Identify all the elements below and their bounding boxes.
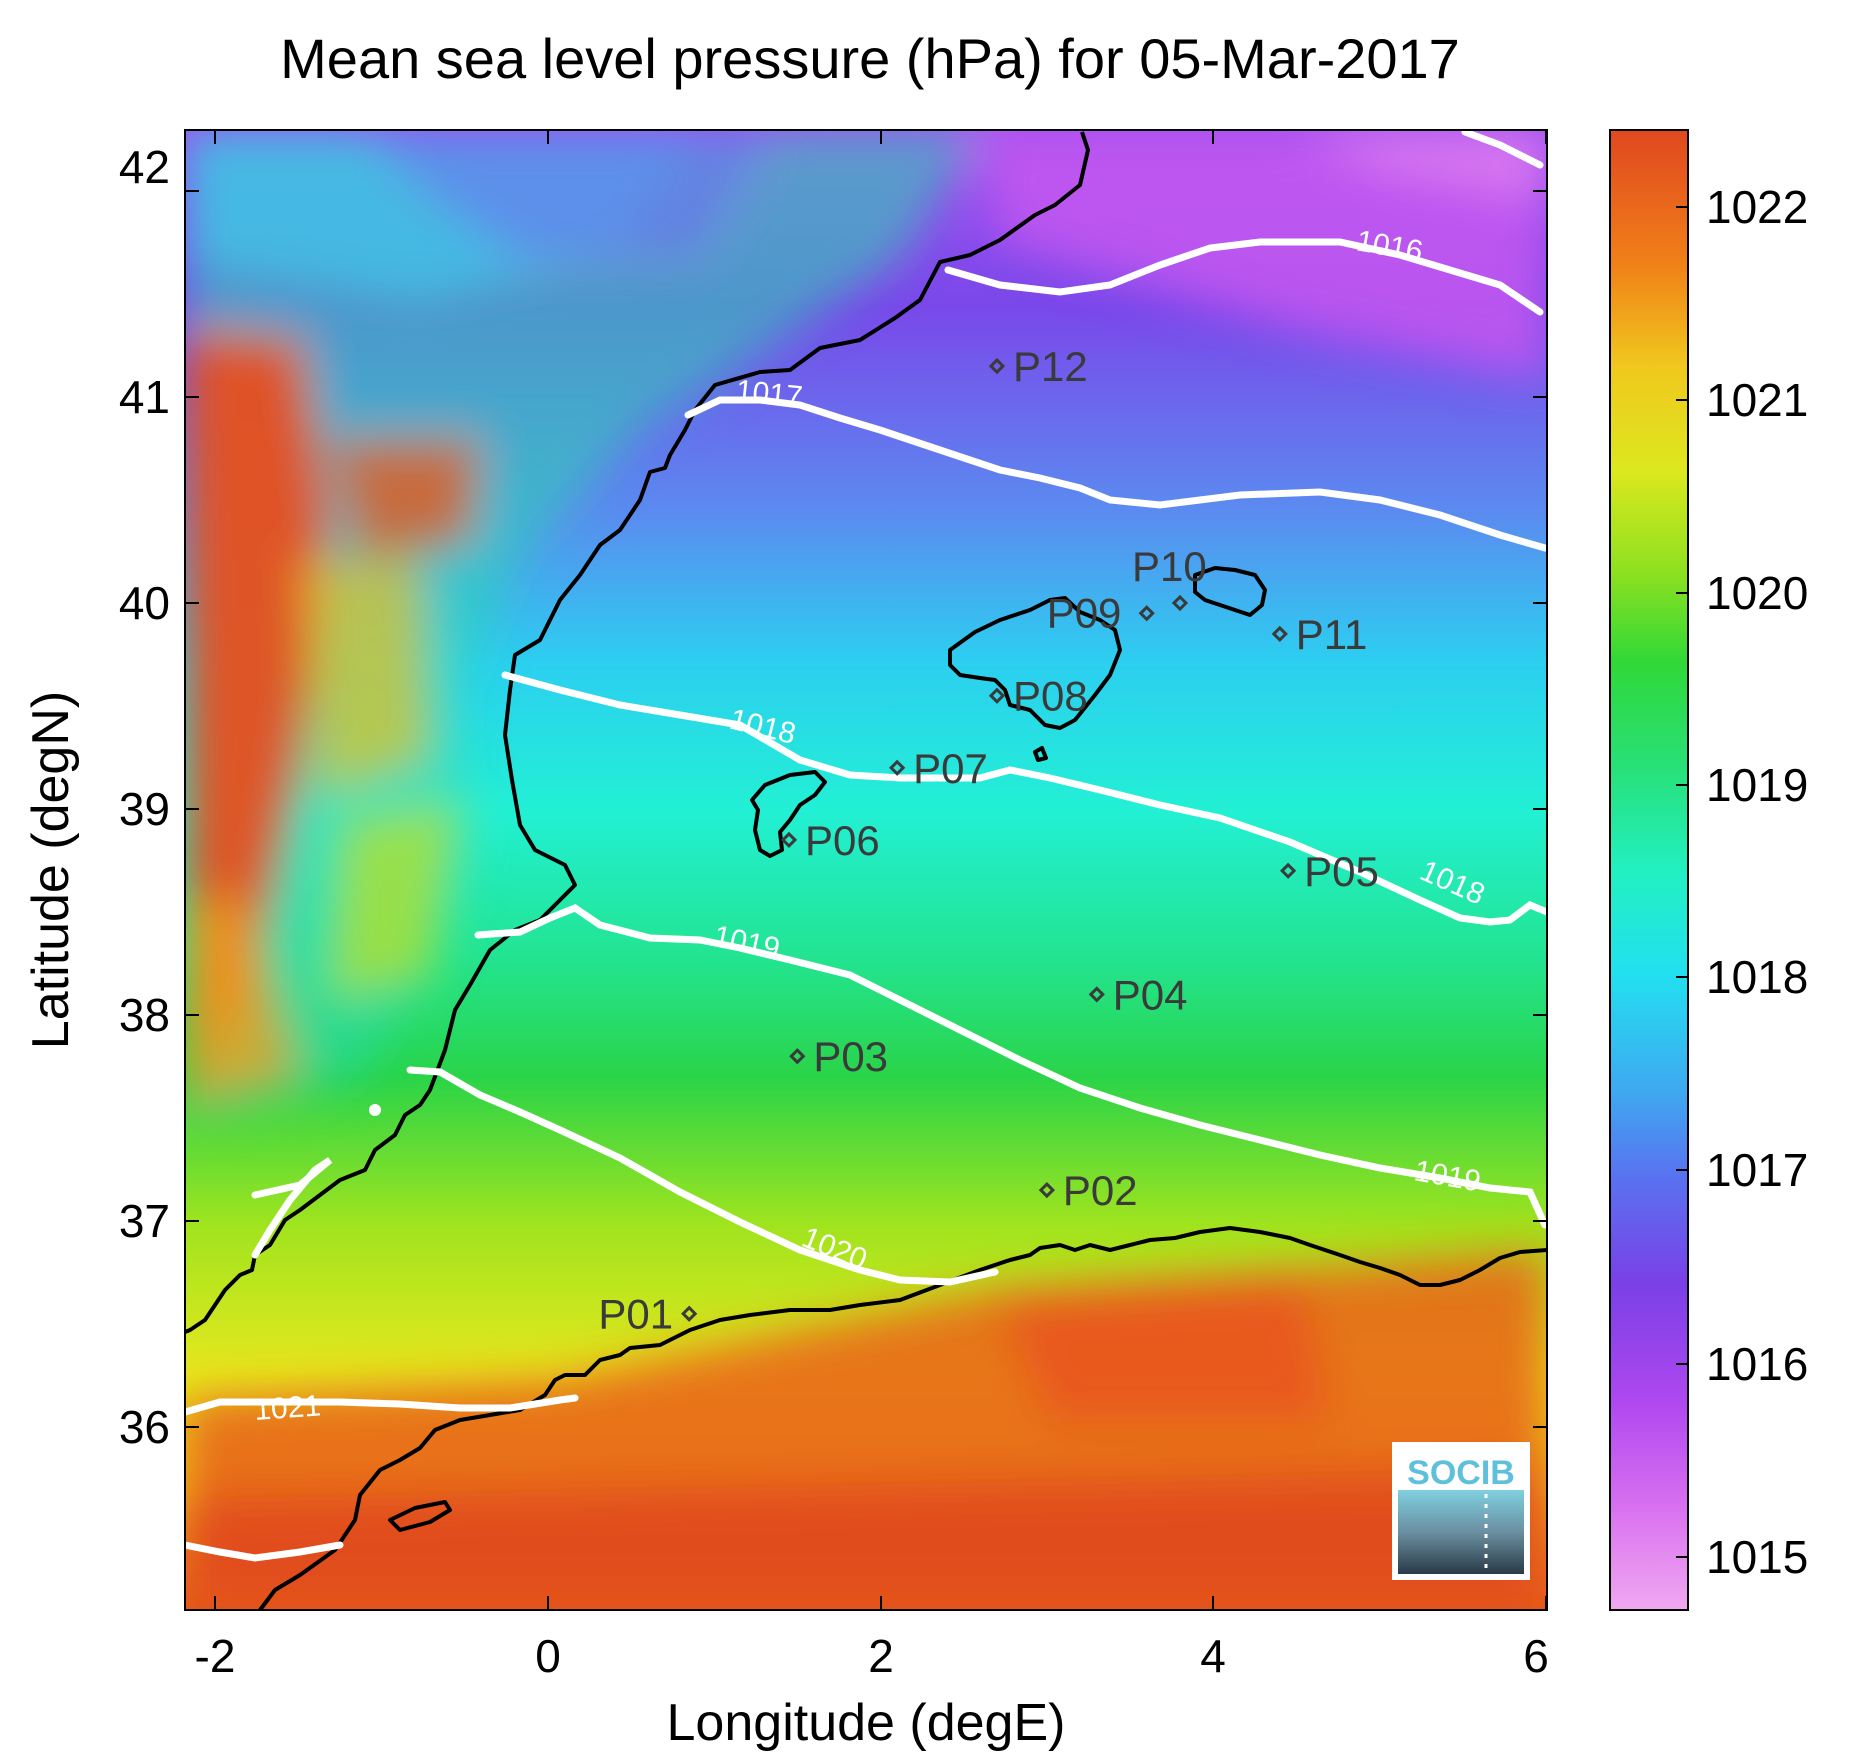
colorbar-tick-label: 1019 xyxy=(1706,759,1808,811)
socib-logo-text: SOCIB xyxy=(1407,1454,1515,1492)
y-tick-label: 37 xyxy=(119,1195,170,1247)
station-label-p09: P09 xyxy=(1047,589,1122,636)
coast-iberia xyxy=(185,131,1090,1334)
colorbar-tick-label: 1017 xyxy=(1706,1144,1808,1196)
station-marker-p02 xyxy=(1038,1181,1055,1199)
station-marker-p03 xyxy=(789,1048,806,1065)
contours xyxy=(185,130,1547,1562)
station-marker-p12 xyxy=(988,357,1006,375)
colorbar-tick-label: 1015 xyxy=(1706,1531,1808,1583)
station-label-p02: P02 xyxy=(1063,1167,1138,1214)
station-marker-p10 xyxy=(1171,594,1189,612)
colorbar-tick-label: 1016 xyxy=(1706,1338,1808,1390)
contour-label-1017: 1017 xyxy=(734,374,804,414)
station-marker-p08 xyxy=(988,687,1006,704)
island-alboran xyxy=(388,1500,452,1532)
colorbar-tick-label: 1021 xyxy=(1706,374,1808,426)
x-tick-label: -2 xyxy=(195,1630,236,1682)
station-marker-p05 xyxy=(1279,862,1297,879)
station-marker-p01 xyxy=(681,1305,698,1322)
x-tick-label: 0 xyxy=(535,1630,561,1682)
station-marker-p06 xyxy=(780,831,798,849)
station-label-p01: P01 xyxy=(598,1291,673,1338)
y-tick-label: 42 xyxy=(119,141,170,193)
contour-1019 xyxy=(474,904,1547,1229)
x-tick-label: 6 xyxy=(1523,1630,1549,1682)
y-tick-label: 40 xyxy=(119,577,170,629)
contour-1020 xyxy=(406,1066,999,1286)
station-marker-p04 xyxy=(1088,986,1105,1003)
station-label-p03: P03 xyxy=(813,1033,888,1080)
y-tick-label: 38 xyxy=(119,989,170,1041)
island-menorca xyxy=(1193,566,1267,617)
map-frame xyxy=(184,129,1548,1611)
contour-1018 xyxy=(501,671,1547,926)
chart-title: Mean sea level pressure (hPa) for 05-Mar… xyxy=(280,27,1460,90)
contour-1017 xyxy=(684,396,1547,552)
colorbar-tick-label: 1018 xyxy=(1706,951,1808,1003)
colorbar-gradient xyxy=(1609,129,1689,1611)
x-tick-labels: -2 0 2 4 6 xyxy=(195,1630,1549,1682)
station-label-p11: P11 xyxy=(1296,611,1368,658)
contour-1021 xyxy=(185,1394,579,1416)
station-label-p05: P05 xyxy=(1304,848,1379,895)
colorbar-tick-label: 1020 xyxy=(1706,567,1808,619)
colorbar-tick-label: 1022 xyxy=(1706,181,1808,233)
map-panel: 1016 1017 1018 1018 1019 1019 1020 1021 … xyxy=(185,130,1547,1610)
island-cabrera xyxy=(1033,746,1048,762)
station-marker-p09 xyxy=(1138,605,1155,622)
station-label-p07: P07 xyxy=(913,745,988,792)
station-label-p04: P04 xyxy=(1113,971,1188,1018)
island-mallorca xyxy=(948,596,1122,730)
contour-1021b xyxy=(185,1541,344,1562)
socib-logo: SOCIB xyxy=(1392,1442,1530,1580)
x-tick-label: 4 xyxy=(1200,1630,1226,1682)
contour-1016 xyxy=(944,238,1544,316)
station-marker-p11 xyxy=(1271,625,1288,643)
x-axis-label: Longitude (degE) xyxy=(667,1694,1066,1752)
pressure-field xyxy=(185,130,1547,1610)
station-label-p12: P12 xyxy=(1013,343,1088,390)
y-tick-label: 36 xyxy=(119,1401,170,1453)
station-label-p06: P06 xyxy=(805,817,880,864)
station-label-p08: P08 xyxy=(1013,673,1088,720)
island-ibiza xyxy=(750,770,827,858)
station-label-p10: P10 xyxy=(1132,543,1207,590)
y-tick-labels: 36 37 38 39 40 41 42 xyxy=(119,141,170,1453)
station-marker-p07 xyxy=(889,759,906,776)
contour-label-1021: 1021 xyxy=(253,1389,322,1427)
contour-1020b xyxy=(251,1157,333,1259)
y-axis-label: Latitude (degN) xyxy=(22,691,80,1049)
axis-tick-marks xyxy=(185,130,1547,1610)
colorbar-ticks xyxy=(1676,206,1688,1558)
colorbar: 1015 1016 1017 1018 1019 1020 1021 1022 xyxy=(1609,129,1808,1611)
contour-1016b xyxy=(1461,130,1544,169)
y-tick-label: 39 xyxy=(119,783,170,835)
y-tick-label: 41 xyxy=(119,371,170,423)
x-tick-label: 2 xyxy=(868,1630,894,1682)
